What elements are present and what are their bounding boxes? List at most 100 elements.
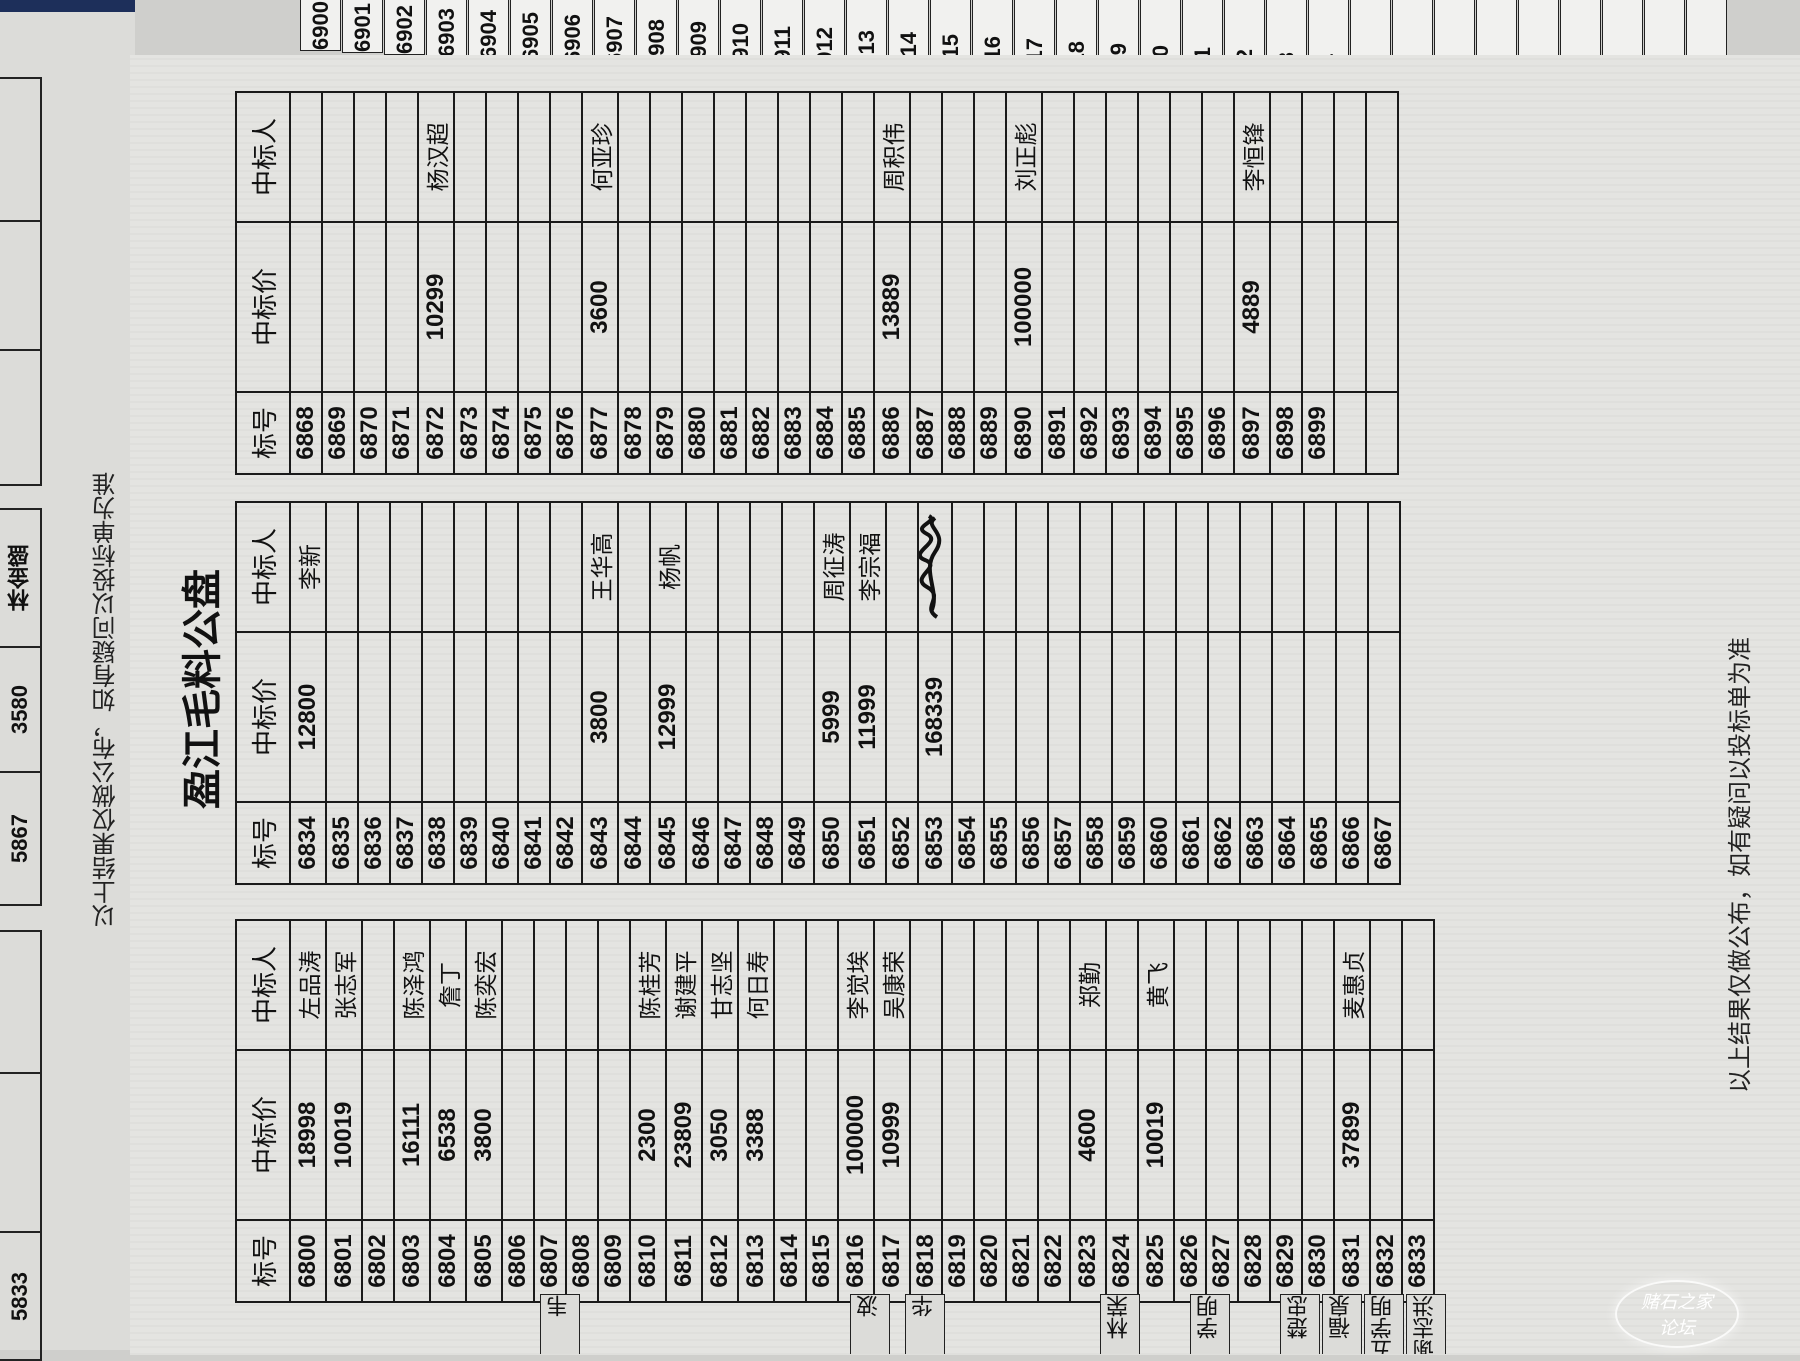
cell-num: 6817 <box>874 1220 910 1302</box>
cell-num: 6853 <box>918 802 952 884</box>
table-row: 6832 <box>1370 920 1402 1302</box>
cell-num: 6868 <box>290 392 322 474</box>
cell-winner <box>650 92 682 222</box>
cell-price <box>1370 1050 1402 1220</box>
cell-num: 6804 <box>430 1220 466 1302</box>
table-row: 6856 <box>1016 502 1048 884</box>
cell-num: 6894 <box>1138 392 1170 474</box>
cell-num: 6857 <box>1048 802 1080 884</box>
cell-winner <box>1270 92 1302 222</box>
table-row: 6852 <box>886 502 918 884</box>
cell-price: 10299 <box>418 222 454 392</box>
main-results-sheet: 盈江毛料公盘 以上结果仅做公布，如有疑问以投标单为准 标号 中标价 中标人 6800 1… <box>130 55 1800 1355</box>
table-row: 6825 10019 黄飞 <box>1138 920 1174 1302</box>
cell-price <box>774 1050 806 1220</box>
table-row: 6845 12999 杨帆 <box>650 502 686 884</box>
cell-price: 3388 <box>738 1050 774 1220</box>
table-row: 6870 <box>354 92 386 474</box>
table-row: 6806 <box>502 920 534 1302</box>
cell-num: 6875 <box>518 392 550 474</box>
cell-num: 6874 <box>486 392 518 474</box>
cell-winner: 何亚珍 <box>582 92 618 222</box>
table-row: 6869 <box>322 92 354 474</box>
table-row: 6886 13889 周积伟 <box>874 92 910 474</box>
cell-winner <box>1138 92 1170 222</box>
cell-price <box>1208 632 1240 802</box>
table-row <box>1366 92 1398 474</box>
cell-price <box>1174 1050 1206 1220</box>
cell-price <box>1042 222 1074 392</box>
left-sheet-cell <box>0 220 42 351</box>
cell-num: 6865 <box>1304 802 1336 884</box>
cell-num: 6863 <box>1240 802 1272 884</box>
table-row: 6879 <box>650 92 682 474</box>
table-row: 6868 <box>290 92 322 474</box>
bottom-strip-cell: 五学明 <box>1364 1294 1404 1354</box>
table-row: 6840 <box>486 502 518 884</box>
cell-price <box>886 632 918 802</box>
table-row: 6864 <box>1272 502 1304 884</box>
cell-num: 6818 <box>910 1220 942 1302</box>
cell-price <box>618 632 650 802</box>
cell-winner <box>486 92 518 222</box>
cell-winner: 麦惠贞 <box>1334 920 1370 1050</box>
cell-winner <box>1402 920 1434 1050</box>
table-row: 6896 <box>1202 92 1234 474</box>
cell-winner: 周征涛 <box>814 502 850 632</box>
table-row: 6889 <box>974 92 1006 474</box>
cell-num: 6888 <box>942 392 974 474</box>
cell-winner <box>1272 502 1304 632</box>
cell-num: 6889 <box>974 392 1006 474</box>
cell-price <box>290 222 322 392</box>
cell-winner-scribbled <box>918 502 952 632</box>
cell-num: 6810 <box>630 1220 666 1302</box>
cell-num: 6852 <box>886 802 918 884</box>
table-row: 6880 <box>682 92 714 474</box>
table-row: 6858 <box>1080 502 1112 884</box>
left-sheet-cell: 林金盛 <box>0 508 42 648</box>
cell-winner <box>1016 502 1048 632</box>
cell-num: 6864 <box>1272 802 1304 884</box>
cell-price <box>1238 1050 1270 1220</box>
cell-price: 37899 <box>1334 1050 1370 1220</box>
cell-price <box>806 1050 838 1220</box>
cell-winner: 李新 <box>290 502 326 632</box>
table-row: 6828 <box>1238 920 1270 1302</box>
table-row: 6816 100000 李觉埃 <box>838 920 874 1302</box>
cell-price: 12800 <box>290 632 326 802</box>
table-header-row: 标号 中标价 中标人 <box>236 502 290 884</box>
table-row: 6801 10019 张志军 <box>326 920 362 1302</box>
top-sheet-number: 6902 <box>391 5 417 55</box>
cell-price <box>454 222 486 392</box>
cell-price <box>842 222 874 392</box>
top-sheet-cell: 6903 <box>426 0 467 58</box>
bottom-strip-cell: 波 <box>850 1294 890 1354</box>
cell-winner <box>1176 502 1208 632</box>
cell-num: 6877 <box>582 392 618 474</box>
table-row: 6843 3800 王华高 <box>582 502 618 884</box>
table-row: 6827 <box>1206 920 1238 1302</box>
cell-price <box>566 1050 598 1220</box>
bottom-strip-name: 华 <box>912 1295 937 1317</box>
table-row: 6818 <box>910 920 942 1302</box>
table-row: 6809 <box>598 920 630 1302</box>
cell-num: 6869 <box>322 392 354 474</box>
cell-price <box>1170 222 1202 392</box>
cell-price: 13889 <box>874 222 910 392</box>
cell-num: 6826 <box>1174 1220 1206 1302</box>
cell-price <box>782 632 814 802</box>
cell-price <box>1240 632 1272 802</box>
cell-num: 6873 <box>454 392 486 474</box>
cell-num: 6855 <box>984 802 1016 884</box>
cell-price <box>714 222 746 392</box>
cell-price: 2300 <box>630 1050 666 1220</box>
table-row: 6800 18998 左品涛 <box>290 920 326 1302</box>
table-row: 6867 <box>1368 502 1400 884</box>
cell-winner <box>910 92 942 222</box>
cell-price <box>1336 632 1368 802</box>
cell-winner <box>1206 920 1238 1050</box>
cell-winner <box>422 502 454 632</box>
cell-price <box>1074 222 1106 392</box>
cell-num: 6837 <box>390 802 422 884</box>
table-row: 6857 <box>1048 502 1080 884</box>
